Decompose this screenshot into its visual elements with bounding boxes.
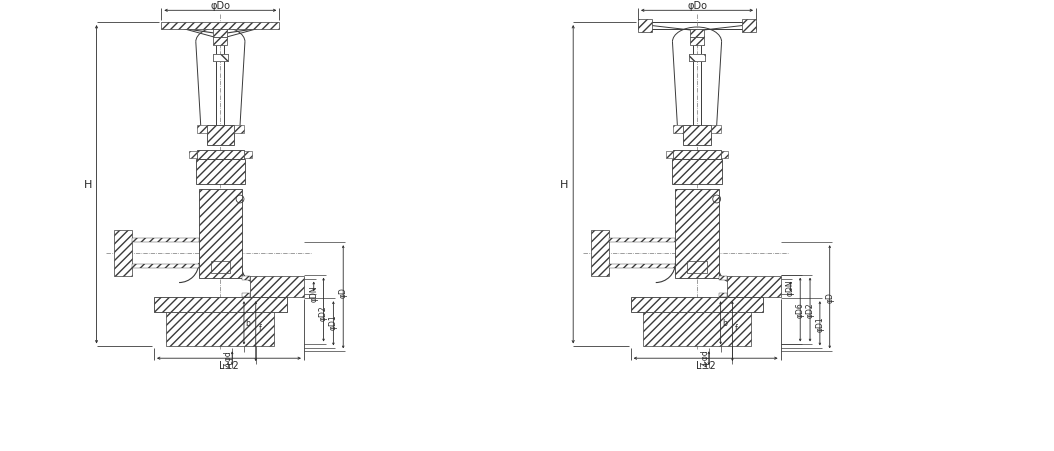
Bar xyxy=(676,190,719,278)
Text: L±2: L±2 xyxy=(219,360,239,370)
Bar xyxy=(608,239,676,243)
Bar xyxy=(721,152,728,158)
Text: φDo: φDo xyxy=(211,1,231,11)
Bar xyxy=(213,55,229,62)
Bar xyxy=(687,261,707,273)
Bar xyxy=(630,298,763,313)
Text: b: b xyxy=(722,318,727,327)
Text: φDN: φDN xyxy=(309,285,318,301)
Text: H: H xyxy=(83,180,92,190)
Bar xyxy=(132,264,199,268)
Bar xyxy=(591,231,608,276)
Bar xyxy=(608,243,676,264)
Bar xyxy=(691,255,703,261)
Bar xyxy=(674,126,683,134)
Text: φD2: φD2 xyxy=(319,305,328,321)
Bar xyxy=(167,313,274,347)
Bar xyxy=(742,20,756,33)
Bar xyxy=(207,126,234,146)
Bar xyxy=(242,294,250,298)
Bar xyxy=(214,255,227,261)
Text: φD1: φD1 xyxy=(816,316,824,331)
Bar xyxy=(234,126,243,134)
Bar xyxy=(638,23,756,30)
Bar xyxy=(674,151,721,159)
Bar xyxy=(242,276,250,298)
Text: φD6: φD6 xyxy=(796,302,804,318)
Bar xyxy=(197,126,207,134)
Bar xyxy=(719,276,726,298)
Bar xyxy=(710,126,721,134)
Bar xyxy=(690,38,704,46)
Bar xyxy=(689,55,705,62)
Bar xyxy=(690,30,704,38)
Bar xyxy=(683,126,710,146)
Bar xyxy=(719,276,726,280)
Bar xyxy=(665,152,674,158)
Bar xyxy=(214,38,228,46)
Text: φD: φD xyxy=(338,287,348,298)
Text: Z-φd: Z-φd xyxy=(223,350,233,367)
Bar xyxy=(726,276,781,298)
Text: φD: φD xyxy=(825,292,834,303)
Bar xyxy=(161,23,279,30)
Bar xyxy=(608,264,676,268)
Bar xyxy=(250,276,304,298)
Bar xyxy=(197,151,243,159)
Bar xyxy=(199,190,242,278)
Text: f: f xyxy=(258,323,261,332)
Bar xyxy=(643,313,752,347)
Text: f: f xyxy=(735,323,738,332)
Text: φD2: φD2 xyxy=(805,302,815,318)
Bar xyxy=(243,152,252,158)
Bar xyxy=(189,152,197,158)
Bar xyxy=(719,294,726,298)
Bar xyxy=(672,159,722,185)
Text: L±2: L±2 xyxy=(696,360,716,370)
Bar xyxy=(211,261,230,273)
Text: φD1: φD1 xyxy=(329,314,338,329)
Bar xyxy=(196,159,245,185)
Bar xyxy=(689,55,705,62)
Text: b: b xyxy=(246,318,250,327)
Bar xyxy=(638,20,651,33)
Text: Z-φd: Z-φd xyxy=(701,349,709,366)
Bar xyxy=(114,231,132,276)
Text: φDo: φDo xyxy=(687,1,707,11)
Text: φDN: φDN xyxy=(786,279,795,295)
Bar xyxy=(132,239,199,243)
Bar xyxy=(132,243,199,264)
Bar xyxy=(154,298,287,313)
Bar xyxy=(242,276,250,280)
Text: H: H xyxy=(560,180,568,190)
Bar xyxy=(214,30,228,38)
Bar xyxy=(213,55,229,62)
